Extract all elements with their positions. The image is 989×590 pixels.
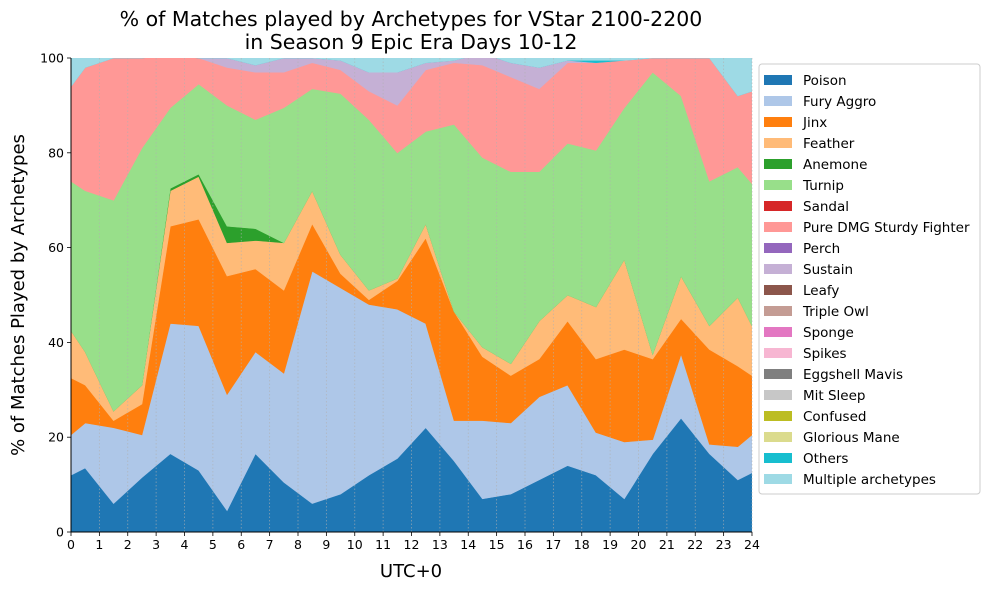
legend-swatch-jinx [764, 117, 792, 127]
tick-labels: 0 1 2 3 4 5 6 7 8 9 10 11 12 13 14 15 16 17 18 19 20 21 22 23 24… [40, 51, 760, 553]
legend-label-anemone: Anemone [803, 157, 867, 173]
x-tick-label-13: 13 [432, 537, 448, 552]
legend-swatch-sponge [764, 327, 792, 337]
x-tick-label-21: 21 [659, 537, 675, 552]
chart-title-line-1: % of Matches played by Archetypes for VS… [120, 7, 703, 31]
y-tick-label-40: 40 [48, 335, 64, 350]
x-tick-label-3: 3 [152, 537, 160, 552]
legend-box [758, 63, 981, 495]
x-tick-label-1: 1 [95, 537, 103, 552]
legend-swatch-others [764, 453, 792, 463]
x-tick-label-23: 23 [716, 537, 732, 552]
x-tick-label-12: 12 [404, 537, 420, 552]
legend-swatch-sandal [764, 201, 792, 211]
legend-label-turnip: Turnip [802, 178, 844, 194]
x-tick-label-2: 2 [124, 537, 132, 552]
x-tick-label-20: 20 [631, 537, 647, 552]
legend-label-jinx: Jinx [802, 115, 827, 131]
x-tick-label-15: 15 [489, 537, 505, 552]
legend-label-perch: Perch [803, 241, 840, 257]
legend-label-sustain: Sustain [803, 262, 853, 278]
legend-swatch-multiple-archetypes [764, 474, 792, 484]
legend-swatch-spikes [764, 348, 792, 358]
x-tick-label-18: 18 [574, 537, 590, 552]
legend-label-sandal: Sandal [803, 199, 849, 215]
legend: Poison Fury Aggro Jinx Feather Anemone Turnip… [758, 63, 981, 495]
legend-label-sponge: Sponge [803, 325, 854, 341]
legend-label-eggshell-mavis: Eggshell Mavis [803, 367, 903, 383]
legend-swatch-pure-dmg-sturdy-fighter [764, 222, 792, 232]
legend-label-multiple-archetypes: Multiple archetypes [803, 472, 936, 488]
x-tick-label-0: 0 [67, 537, 75, 552]
legend-label-mit-sleep: Mit Sleep [803, 388, 865, 404]
x-tick-label-8: 8 [294, 537, 302, 552]
x-tick-label-6: 6 [237, 537, 245, 552]
legend-swatch-glorious-mane [764, 432, 792, 442]
x-tick-label-22: 22 [687, 537, 703, 552]
legend-swatch-leafy [764, 285, 792, 295]
chart-title-line-2: in Season 9 Epic Era Days 10-12 [245, 30, 578, 54]
legend-swatch-turnip [764, 180, 792, 190]
x-axis-title: UTC+0 [380, 561, 442, 582]
x-tick-label-17: 17 [545, 537, 561, 552]
y-tick-label-100: 100 [40, 51, 64, 66]
legend-label-spikes: Spikes [803, 346, 847, 362]
y-tick-label-60: 60 [48, 240, 64, 255]
y-tick-label-20: 20 [48, 430, 64, 445]
legend-label-feather: Feather [803, 136, 855, 152]
legend-swatch-fury-aggro [764, 96, 792, 106]
x-tick-label-11: 11 [375, 537, 391, 552]
legend-swatch-triple-owl [764, 306, 792, 316]
legend-swatch-poison [764, 75, 792, 85]
legend-label-glorious-mane: Glorious Mane [803, 430, 900, 446]
x-tick-label-24: 24 [744, 537, 760, 552]
legend-swatch-eggshell-mavis [764, 369, 792, 379]
x-tick-label-14: 14 [460, 537, 476, 552]
legend-label-others: Others [803, 451, 848, 467]
legend-swatch-confused [764, 411, 792, 421]
legend-label-poison: Poison [803, 73, 847, 89]
y-axis-title: % of Matches Played by Archetypes [8, 134, 29, 456]
legend-label-confused: Confused [803, 409, 866, 425]
legend-label-pure-dmg-sturdy-fighter: Pure DMG Sturdy Fighter [803, 220, 970, 236]
x-tick-label-9: 9 [322, 537, 330, 552]
legend-label-fury-aggro: Fury Aggro [803, 94, 876, 110]
legend-swatch-anemone [764, 159, 792, 169]
legend-swatch-feather [764, 138, 792, 148]
x-tick-label-5: 5 [209, 537, 217, 552]
legend-label-triple-owl: Triple Owl [802, 304, 869, 320]
legend-label-leafy: Leafy [803, 283, 839, 299]
x-tick-label-4: 4 [181, 537, 189, 552]
legend-swatch-perch [764, 243, 792, 253]
y-tick-label-80: 80 [48, 145, 64, 160]
x-tick-label-19: 19 [602, 537, 618, 552]
y-tick-label-0: 0 [56, 525, 64, 540]
x-tick-label-16: 16 [517, 537, 533, 552]
x-tick-label-7: 7 [266, 537, 274, 552]
legend-swatch-sustain [764, 264, 792, 274]
x-tick-label-10: 10 [347, 537, 363, 552]
legend-swatch-mit-sleep [764, 390, 792, 400]
